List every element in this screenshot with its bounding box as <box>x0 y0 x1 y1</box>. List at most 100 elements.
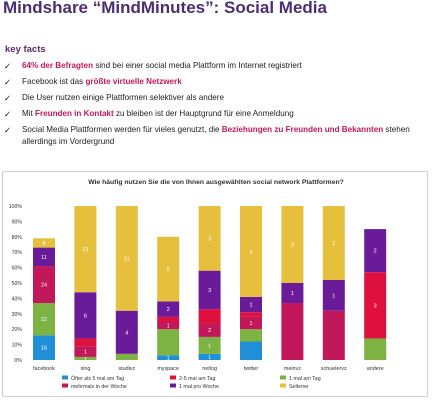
key-fact-5: ✓ Social Media Plattformen werden für vie… <box>4 124 428 148</box>
bar-segment <box>364 338 387 360</box>
bar-segment <box>115 206 138 311</box>
data-label: 5 <box>167 267 170 273</box>
y-tick-label: 100% <box>9 204 23 210</box>
data-label: 4 <box>249 249 252 255</box>
bar-segment <box>240 312 262 317</box>
category-label: andere <box>367 366 384 372</box>
bar-segment <box>322 310 345 360</box>
bar-segment <box>74 292 97 339</box>
bar-segment <box>240 329 262 342</box>
data-label: 8 <box>42 241 45 247</box>
y-tick-label: 20% <box>12 327 23 333</box>
bar-segment <box>281 303 304 360</box>
legend-label: 1 mal am Tag <box>289 376 321 382</box>
legend-label: Öfter als 5 mal am Tag <box>71 375 124 382</box>
data-label: 22 <box>41 317 47 323</box>
data-label: 1 <box>167 356 170 362</box>
data-label: 11 <box>41 255 47 261</box>
y-tick-label: 30% <box>12 312 23 318</box>
fact-text: stehen allerdings im Vordergrund <box>22 125 410 146</box>
key-facts-heading: key facts <box>5 44 46 55</box>
data-label: 2 <box>208 328 211 334</box>
bar-segment <box>157 236 180 302</box>
bar-segment <box>74 346 97 357</box>
bar-segment <box>157 355 180 360</box>
data-label: 1 <box>84 350 87 356</box>
legend-swatch <box>280 383 286 388</box>
y-tick-label: 0% <box>15 358 23 364</box>
highlight-text: größte virtuelle Netzwerk <box>85 77 182 86</box>
category-label: myspace <box>157 366 179 372</box>
data-label: 1 <box>249 303 252 309</box>
legend-swatch <box>170 383 176 388</box>
data-label: 1 <box>84 356 87 362</box>
category-label: studivz <box>118 366 135 372</box>
bar-segment <box>364 229 387 273</box>
data-label: 1 <box>249 321 252 327</box>
legend-swatch <box>62 383 68 388</box>
legend-label: mehrmals in der Woche <box>71 384 127 390</box>
bar-segment <box>281 206 304 283</box>
legend-label: 1 mal pro Woche <box>179 384 219 390</box>
bar-segment <box>198 323 221 337</box>
checkmark-icon: ✓ <box>4 61 12 71</box>
data-label: 6 <box>84 313 87 319</box>
data-label: 13 <box>82 247 88 253</box>
bar-segment <box>240 341 262 360</box>
highlight-text: Freunden in Kontakt <box>35 109 114 118</box>
bar-segment <box>198 309 221 324</box>
bar-segment <box>74 356 97 360</box>
checkmark-icon: ✓ <box>4 109 12 119</box>
bar-segment <box>33 266 55 304</box>
bar-segment <box>198 270 221 310</box>
bar-segment <box>115 310 138 354</box>
bar-segment <box>364 272 387 339</box>
bar-segment <box>240 296 262 313</box>
key-fact-1: ✓ 64% der Befragten sind bei einer social… <box>4 60 428 72</box>
data-label: 11 <box>124 256 130 262</box>
checkmark-icon: ✓ <box>4 93 12 103</box>
bar-segment <box>198 206 221 271</box>
y-tick-label: 60% <box>12 266 23 272</box>
bar-segment <box>322 206 345 280</box>
bar-segment <box>240 206 262 297</box>
bar-segment <box>33 238 55 248</box>
data-label: 2 <box>332 241 335 247</box>
checkmark-icon: ✓ <box>4 77 12 87</box>
y-tick-label: 10% <box>12 343 23 349</box>
category-label: xing <box>80 366 90 372</box>
data-label: 2 <box>374 249 377 255</box>
checkmark-icon: ✓ <box>4 125 12 135</box>
bar-segment <box>115 353 138 360</box>
bar-segment <box>198 336 221 354</box>
bar-segment <box>281 283 304 304</box>
bar-segment <box>322 279 345 311</box>
bar-segment <box>198 353 221 360</box>
y-tick-label: 40% <box>12 296 23 302</box>
category-label: twitter <box>244 366 259 372</box>
category-label: facebook <box>33 366 55 372</box>
fact-text: Mit <box>22 109 36 118</box>
data-label: 3 <box>291 243 294 249</box>
highlight-text: Beziehungen zu Freunden und Bekannten <box>221 125 384 134</box>
data-label: 1 <box>291 291 294 297</box>
key-fact-3: ✓ Die User nutzen einige Plattformen sele… <box>4 92 428 104</box>
legend-swatch <box>62 375 68 380</box>
bar-segment <box>33 303 55 336</box>
data-label: 1 <box>167 323 170 329</box>
fact-text: Die User nutzen einige Plattformen selek… <box>22 93 224 102</box>
y-tick-label: 90% <box>12 219 23 225</box>
fact-text: zu bleiben ist der Hauptgrund für eine A… <box>113 109 294 118</box>
highlight-text: 64% der Befragten <box>22 61 94 70</box>
category-label: netlog <box>202 366 217 372</box>
legend-swatch <box>170 375 176 380</box>
key-fact-4: ✓ Mit Freunden in Kontakt zu bleiben ist … <box>4 108 428 120</box>
data-label: 3 <box>208 236 211 242</box>
data-label: 1 <box>208 343 211 349</box>
data-label: 4 <box>125 330 128 336</box>
data-label: 1 <box>332 293 335 299</box>
bar-segment <box>33 247 55 267</box>
bar-segment <box>157 329 180 356</box>
